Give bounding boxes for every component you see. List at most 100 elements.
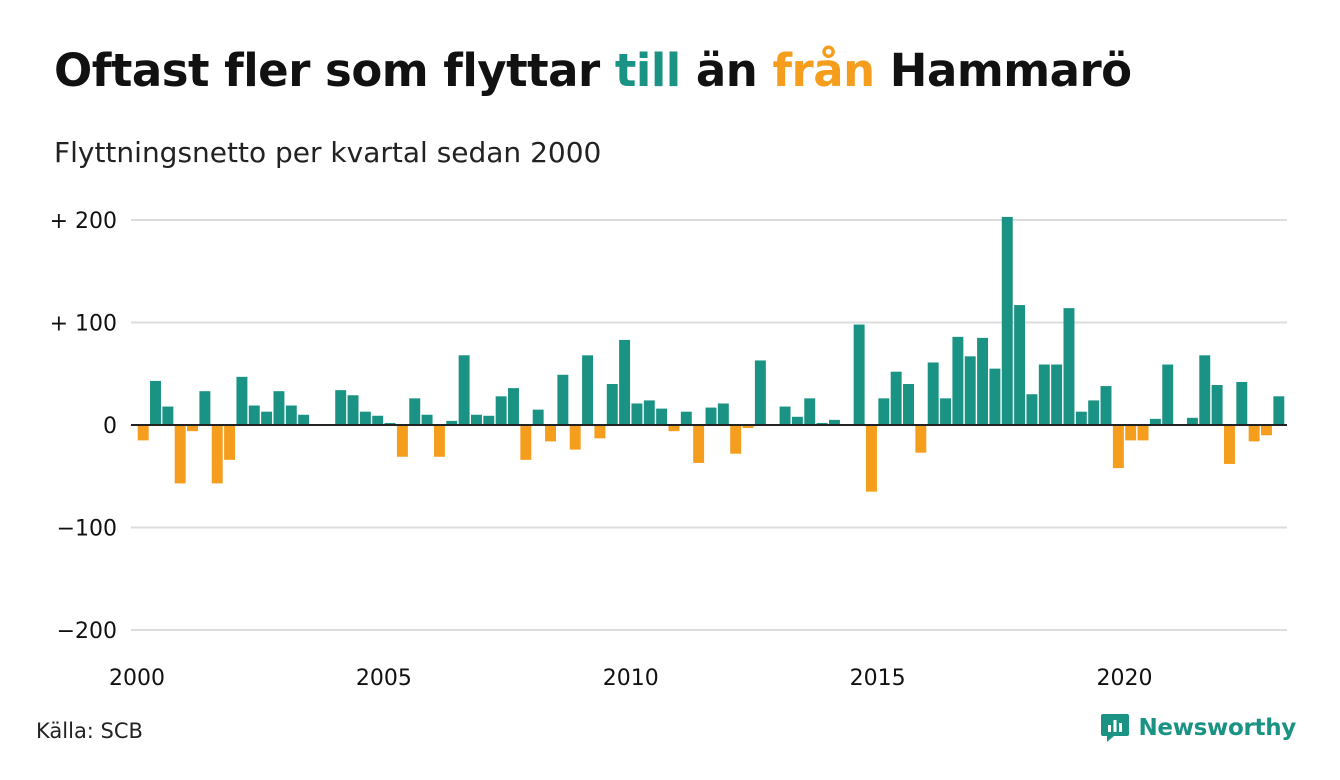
bar: [1137, 425, 1149, 441]
grid-lines: [131, 219, 1287, 631]
bar: [1236, 381, 1248, 425]
y-tick-label: + 100: [50, 312, 117, 337]
bar: [977, 337, 989, 425]
bar: [1149, 418, 1161, 425]
bar: [199, 391, 211, 425]
bar: [187, 425, 199, 432]
bar: [668, 425, 680, 432]
bar: [606, 384, 618, 425]
bar: [1261, 425, 1272, 436]
bar: [211, 425, 223, 484]
bar: [705, 407, 717, 425]
bar: [224, 425, 236, 460]
brand-logo[interactable]: Newsworthy: [1100, 712, 1296, 744]
bar: [680, 411, 692, 425]
bar: [359, 411, 371, 425]
x-tick-label: 2000: [109, 666, 165, 691]
bar-chart: + 200 + 100 0 −100 −200 2000 2005 2010 2015 2020: [50, 209, 1287, 691]
bar: [298, 414, 310, 425]
bar: [446, 420, 458, 425]
bar: [1186, 417, 1198, 425]
bar: [248, 405, 260, 425]
bar: [866, 425, 877, 492]
bar: [495, 396, 507, 425]
bar: [952, 336, 964, 425]
chart-title: Oftast fler som flyttar till än från Ham…: [54, 44, 1132, 97]
bar: [730, 425, 742, 454]
bar: [816, 422, 828, 425]
bar: [927, 362, 939, 425]
y-axis-tick-labels: + 200 + 100 0 −100 −200: [50, 209, 117, 644]
bar: [569, 425, 581, 450]
bar: [1038, 364, 1050, 425]
bar: [347, 395, 359, 425]
bar: [742, 425, 754, 429]
bar: [656, 408, 668, 425]
bar: [828, 419, 840, 426]
y-tick-label: −100: [57, 517, 117, 542]
bar: [1051, 364, 1063, 425]
x-tick-label: 2010: [603, 666, 659, 691]
y-tick-label: + 200: [50, 209, 117, 234]
bar: [1211, 385, 1223, 425]
bar: [1112, 425, 1124, 469]
bar: [1026, 394, 1038, 425]
bar: [940, 398, 952, 425]
bar: [470, 414, 482, 425]
bar: [1162, 364, 1174, 425]
bar: [754, 360, 766, 425]
bar: [1248, 425, 1260, 442]
bar: [1273, 396, 1285, 425]
bar: [236, 376, 248, 425]
bar: [791, 416, 803, 425]
bar: [557, 374, 569, 425]
bar: [483, 415, 495, 425]
bar: [137, 425, 149, 441]
bar: [409, 398, 421, 425]
title-till: till: [614, 44, 681, 97]
bar: [1063, 308, 1075, 425]
bar: [1223, 425, 1235, 464]
x-axis-tick-labels: 2000 2005 2010 2015 2020: [109, 666, 1153, 691]
bar: [1100, 386, 1112, 425]
title-part-2: än: [680, 44, 773, 97]
title-part-1: Oftast fler som flyttar: [54, 44, 615, 97]
bar: [878, 398, 890, 425]
bar: [1088, 400, 1100, 425]
bar: [594, 425, 606, 439]
bar: [1075, 411, 1087, 425]
bar: [964, 356, 976, 425]
bar: [433, 425, 445, 457]
bar: [508, 388, 519, 425]
bar: [779, 406, 791, 425]
y-tick-label: 0: [103, 414, 117, 439]
y-tick-label: −200: [57, 619, 117, 644]
bar: [396, 425, 408, 457]
bar: [631, 403, 643, 425]
bar: [717, 403, 729, 425]
bar: [532, 409, 544, 425]
bar: [890, 371, 902, 425]
bar: [421, 414, 433, 425]
bar: [915, 425, 927, 453]
bar: [174, 425, 186, 484]
bar: [853, 324, 865, 425]
bar: [1125, 425, 1137, 441]
bar: [458, 355, 470, 425]
title-part-3: Hammarö: [874, 44, 1132, 97]
bar: [582, 355, 594, 425]
bar: [150, 380, 161, 425]
bar: [261, 411, 273, 425]
brand-name: Newsworthy: [1138, 715, 1296, 741]
title-fran: från: [772, 44, 875, 97]
source-label: Källa: SCB: [36, 719, 143, 743]
bar: [643, 400, 655, 425]
x-tick-label: 2015: [850, 666, 906, 691]
bar: [619, 339, 631, 425]
bar: [545, 425, 556, 442]
bar: [804, 398, 816, 425]
bar: [693, 425, 705, 463]
bar: [1199, 355, 1211, 425]
chart-subtitle: Flyttningsnetto per kvartal sedan 2000: [54, 136, 602, 169]
bar: [989, 368, 1001, 425]
